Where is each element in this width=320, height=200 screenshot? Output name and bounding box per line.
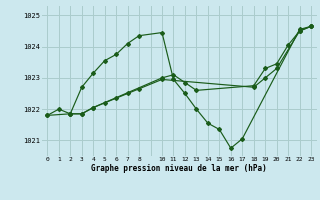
X-axis label: Graphe pression niveau de la mer (hPa): Graphe pression niveau de la mer (hPa) [91, 164, 267, 173]
